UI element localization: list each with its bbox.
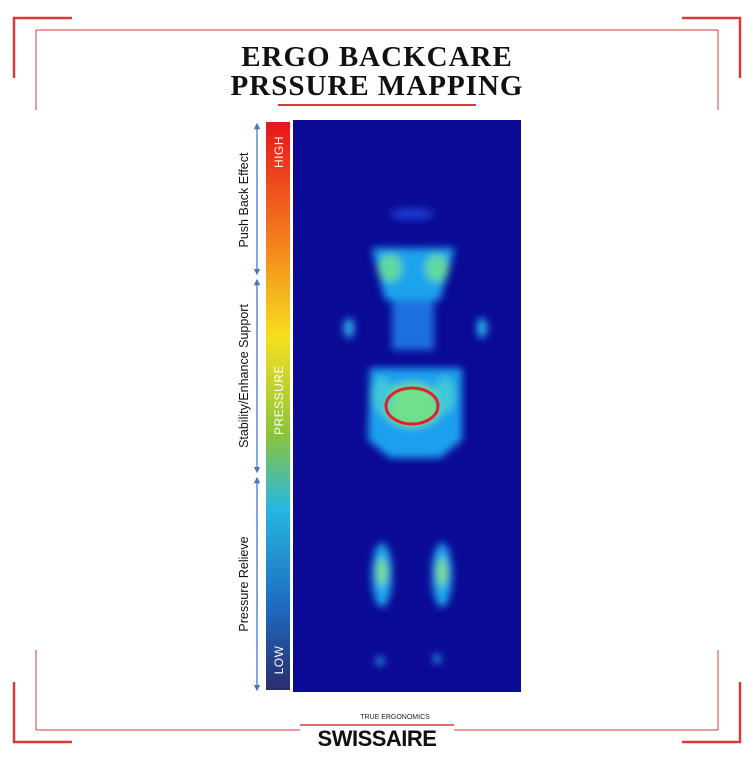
zone-label: Stability/Enhance Support — [237, 304, 251, 448]
frame — [12, 16, 742, 744]
logo-brand: SWISSAIRE — [318, 726, 437, 751]
scale-label: LOW — [272, 645, 286, 674]
zone-label: Push Back Effect — [237, 152, 251, 247]
pressure-map — [293, 120, 521, 692]
zone-label: Pressure Relieve — [237, 536, 251, 631]
title-line: ERGO BACKCARE — [241, 41, 513, 73]
scale-label: PRESSURE — [272, 365, 286, 435]
title-line: PRSSURE MAPPING — [231, 70, 524, 102]
scale-label: HIGH — [272, 136, 286, 168]
logo-tagline: TRUE ERGONOMICS — [360, 714, 430, 721]
color-scale — [266, 122, 290, 690]
